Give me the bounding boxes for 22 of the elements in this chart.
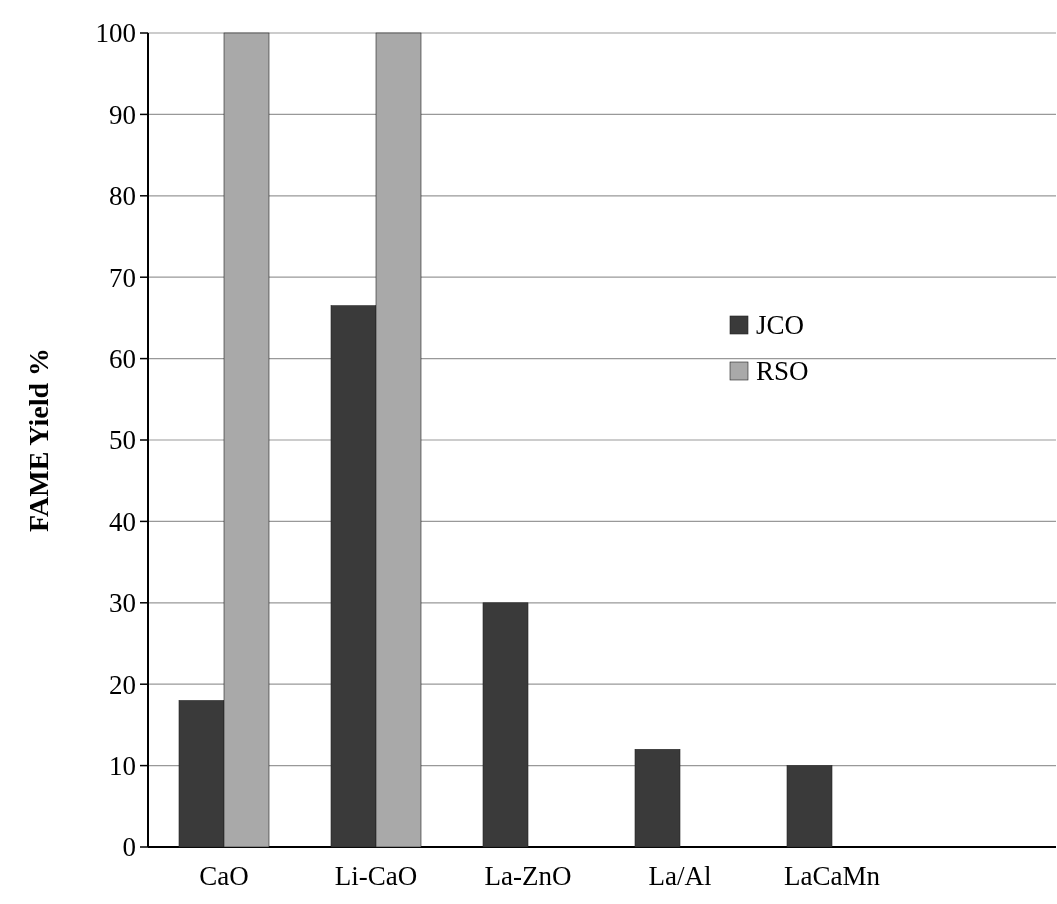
y-tick-label: 20	[109, 669, 136, 700]
y-tick-label: 50	[109, 425, 136, 456]
y-tick-label: 60	[109, 344, 136, 375]
x-tick-label: CaO	[199, 861, 249, 891]
y-tick-label: 70	[109, 262, 136, 293]
bar	[786, 765, 833, 848]
y-tick-label: 10	[109, 751, 136, 782]
y-tick-label: 0	[122, 832, 136, 863]
y-tick-label: 30	[109, 588, 136, 619]
y-axis-title: FAME Yield %	[23, 347, 54, 533]
y-tick-label: 90	[109, 99, 136, 130]
x-tick-label: LaCaMn	[784, 861, 881, 891]
y-tick-label: 40	[109, 506, 136, 537]
x-tick-label: La-ZnO	[484, 861, 572, 891]
x-tick-label: La/Al	[648, 861, 712, 891]
x-tick-label: Li-CaO	[334, 861, 418, 891]
legend-label: RSO	[756, 356, 809, 387]
y-tick-label: 80	[109, 181, 136, 212]
y-tick-label: 100	[95, 18, 136, 49]
bar	[482, 602, 529, 848]
legend-label: JCO	[756, 310, 805, 341]
bar	[634, 749, 681, 848]
